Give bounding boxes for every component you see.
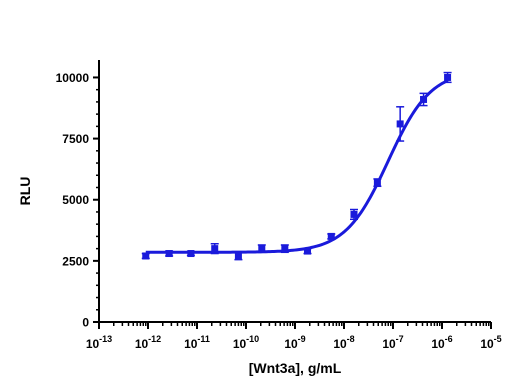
y-axis-title: RLU <box>17 177 33 206</box>
x-tick-label: 10-6 <box>431 334 452 351</box>
data-point <box>187 250 195 258</box>
x-tick-label: 10-7 <box>382 334 403 351</box>
y-tick-label: 0 <box>82 316 89 330</box>
data-point <box>350 210 358 218</box>
data-point <box>373 179 381 187</box>
x-axis-ticks: 10-13 10-12 10-11 10-10 10-9 10-8 10-7 10-6 10-5 <box>86 322 502 351</box>
x-tick-label: 10-11 <box>184 334 210 351</box>
y-axis-ticks: 0 2500 5000 7500 10000 <box>56 71 99 330</box>
data-point <box>165 250 173 258</box>
y-axis: 0 2500 5000 7500 10000 <box>56 60 100 330</box>
data-point <box>281 245 289 253</box>
x-axis: 10-13 10-12 10-11 10-10 10-9 10-8 10-7 10-6 10-5 <box>86 321 502 351</box>
data-point <box>142 252 150 260</box>
x-tick-label: 10-9 <box>284 334 305 351</box>
x-axis-title: [Wnt3a], g/mL <box>249 360 342 376</box>
data-point <box>327 232 335 240</box>
data-point <box>396 120 404 128</box>
data-point <box>234 252 242 260</box>
data-point <box>420 95 428 103</box>
fit-curve <box>145 79 449 254</box>
x-tick-label: 10-13 <box>86 334 112 351</box>
data-point <box>211 245 219 253</box>
data-point <box>304 247 312 255</box>
data-point <box>444 73 452 81</box>
y-tick-label: 7500 <box>62 132 89 146</box>
x-tick-label: 10-8 <box>333 334 354 351</box>
data-points <box>141 71 452 261</box>
x-tick-label: 10-10 <box>233 334 259 351</box>
y-tick-label: 5000 <box>62 193 89 207</box>
y-tick-label: 2500 <box>62 254 89 268</box>
x-tick-label: 10-12 <box>135 334 161 351</box>
y-tick-label: 10000 <box>56 71 90 85</box>
data-point <box>258 245 266 253</box>
x-tick-label: 10-5 <box>480 334 501 351</box>
